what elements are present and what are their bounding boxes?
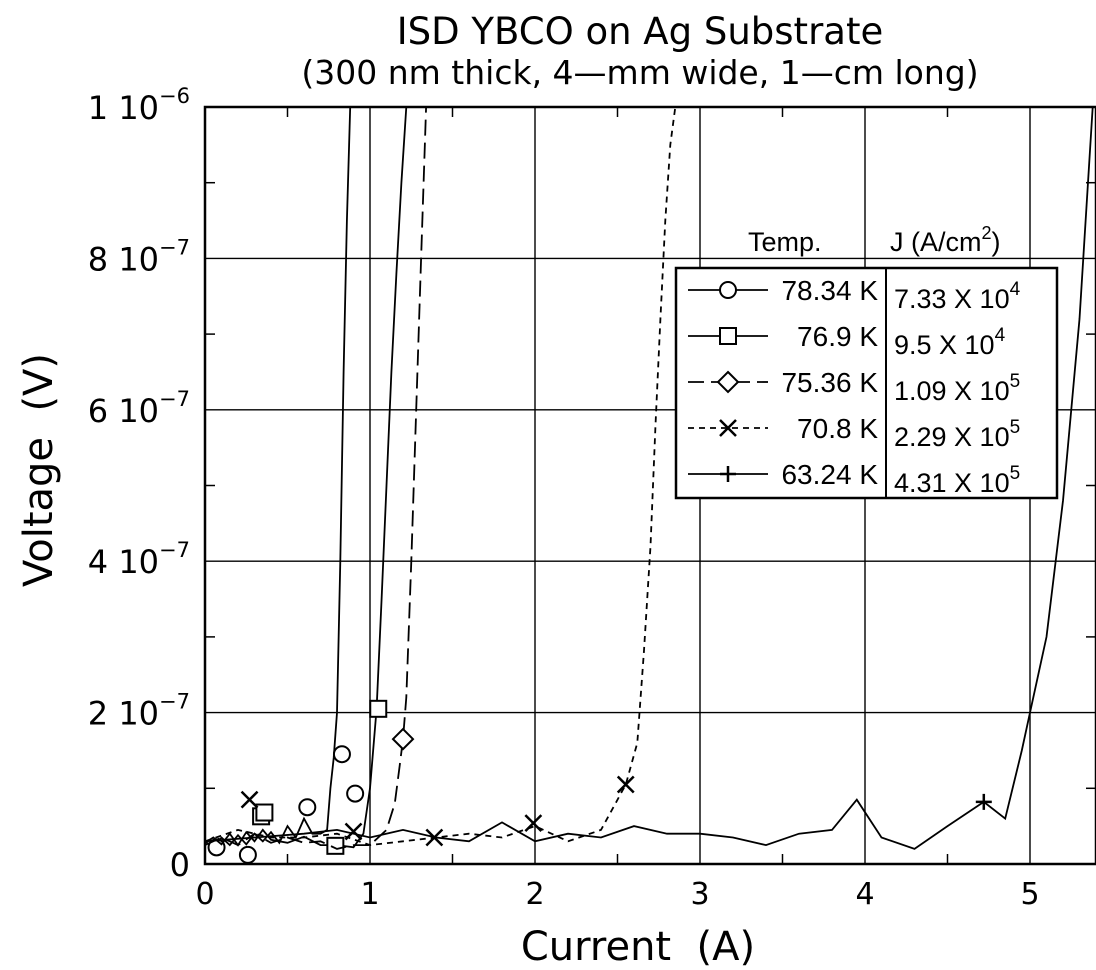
legend-marker <box>719 419 737 437</box>
series-line <box>204 106 352 849</box>
legend-box <box>674 266 1059 500</box>
legend-temp: 76.9 K <box>797 321 878 352</box>
y-tick-label: 1 10−6 <box>88 84 190 127</box>
legend-temp: 70.8 K <box>797 413 878 444</box>
legend-j: 2.29 X 105 <box>894 417 1020 452</box>
chart-title: ISD YBCO on Ag Substrate <box>397 10 883 53</box>
y-tick-label: 8 10−7 <box>88 235 190 278</box>
data-point <box>524 814 543 833</box>
series-line <box>204 106 427 850</box>
legend-entries: 78.34 K 7.33 X 104 76.9 K 9.5 X 104 75.36 K 1… <box>688 275 1021 498</box>
legend-marker <box>719 327 737 345</box>
x-axis-label: Current (A) <box>521 924 755 970</box>
legend-entry: 70.8 K 2.29 X 105 <box>688 413 1020 452</box>
data-point <box>240 790 259 809</box>
y-tick-labels: 0 2 10−7 4 10−7 6 10−7 8 10−7 1 10−6 <box>88 84 190 884</box>
legend-entry: 78.34 K 7.33 X 104 <box>688 275 1021 314</box>
data-point <box>391 727 415 751</box>
x-tick-label: 5 <box>1020 877 1039 912</box>
series-line <box>204 106 677 847</box>
data-point <box>369 699 388 718</box>
legend-marker <box>719 281 737 299</box>
legend-marker <box>720 466 736 482</box>
x-tick-label: 1 <box>360 877 379 912</box>
legend: Temp. J (A/cm2) 78.34 K 7.33 X 104 76.9 K 9… <box>674 223 1059 500</box>
y-tick-label: 0 <box>170 846 190 884</box>
x-tick-label: 2 <box>525 877 544 912</box>
data-point <box>616 775 635 794</box>
series-plus <box>204 106 1094 850</box>
y-tick-label: 2 10−7 <box>88 690 190 733</box>
legend-entry: 75.36 K 1.09 X 105 <box>688 367 1020 406</box>
data-point <box>238 845 257 864</box>
legend-header-temp: Temp. <box>748 227 822 257</box>
legend-header-j: J (A/cm2) <box>890 223 1001 257</box>
series-layer <box>204 106 1094 864</box>
data-point <box>298 798 317 817</box>
data-point <box>975 793 992 810</box>
legend-j: 7.33 X 104 <box>894 279 1021 314</box>
series-circle <box>204 106 365 864</box>
x-tick-labels: 0 1 2 3 4 5 <box>195 877 1039 912</box>
y-tick-label: 4 10−7 <box>88 538 190 581</box>
legend-entry: 63.24 K 4.31 X 105 <box>688 459 1020 498</box>
data-point <box>255 803 274 822</box>
legend-temp: 78.34 K <box>781 275 878 306</box>
data-point <box>346 784 365 803</box>
legend-j: 9.5 X 104 <box>894 325 1006 360</box>
series-x <box>204 106 677 847</box>
legend-temp: 75.36 K <box>781 367 878 398</box>
data-point <box>332 745 351 764</box>
y-tick-label: 6 10−7 <box>88 387 190 430</box>
x-tick-label: 4 <box>855 877 874 912</box>
series-square <box>204 106 408 855</box>
series-line <box>204 106 408 849</box>
legend-j: 4.31 X 105 <box>894 463 1020 498</box>
series-line <box>204 106 1094 850</box>
series-diamond <box>204 106 427 850</box>
legend-j: 1.09 X 105 <box>894 371 1020 406</box>
x-tick-label: 3 <box>690 877 709 912</box>
data-point <box>344 822 363 841</box>
legend-entry: 76.9 K 9.5 X 104 <box>688 321 1006 360</box>
legend-temp: 63.24 K <box>781 459 878 490</box>
x-tick-label: 0 <box>195 877 214 912</box>
legend-marker <box>716 370 740 394</box>
y-axis-label: Voltage (V) <box>16 353 62 587</box>
axis-ticks <box>205 107 1096 864</box>
data-point <box>326 836 345 855</box>
chart-subtitle: (300 nm thick, 4—mm wide, 1—cm long) <box>301 53 978 92</box>
